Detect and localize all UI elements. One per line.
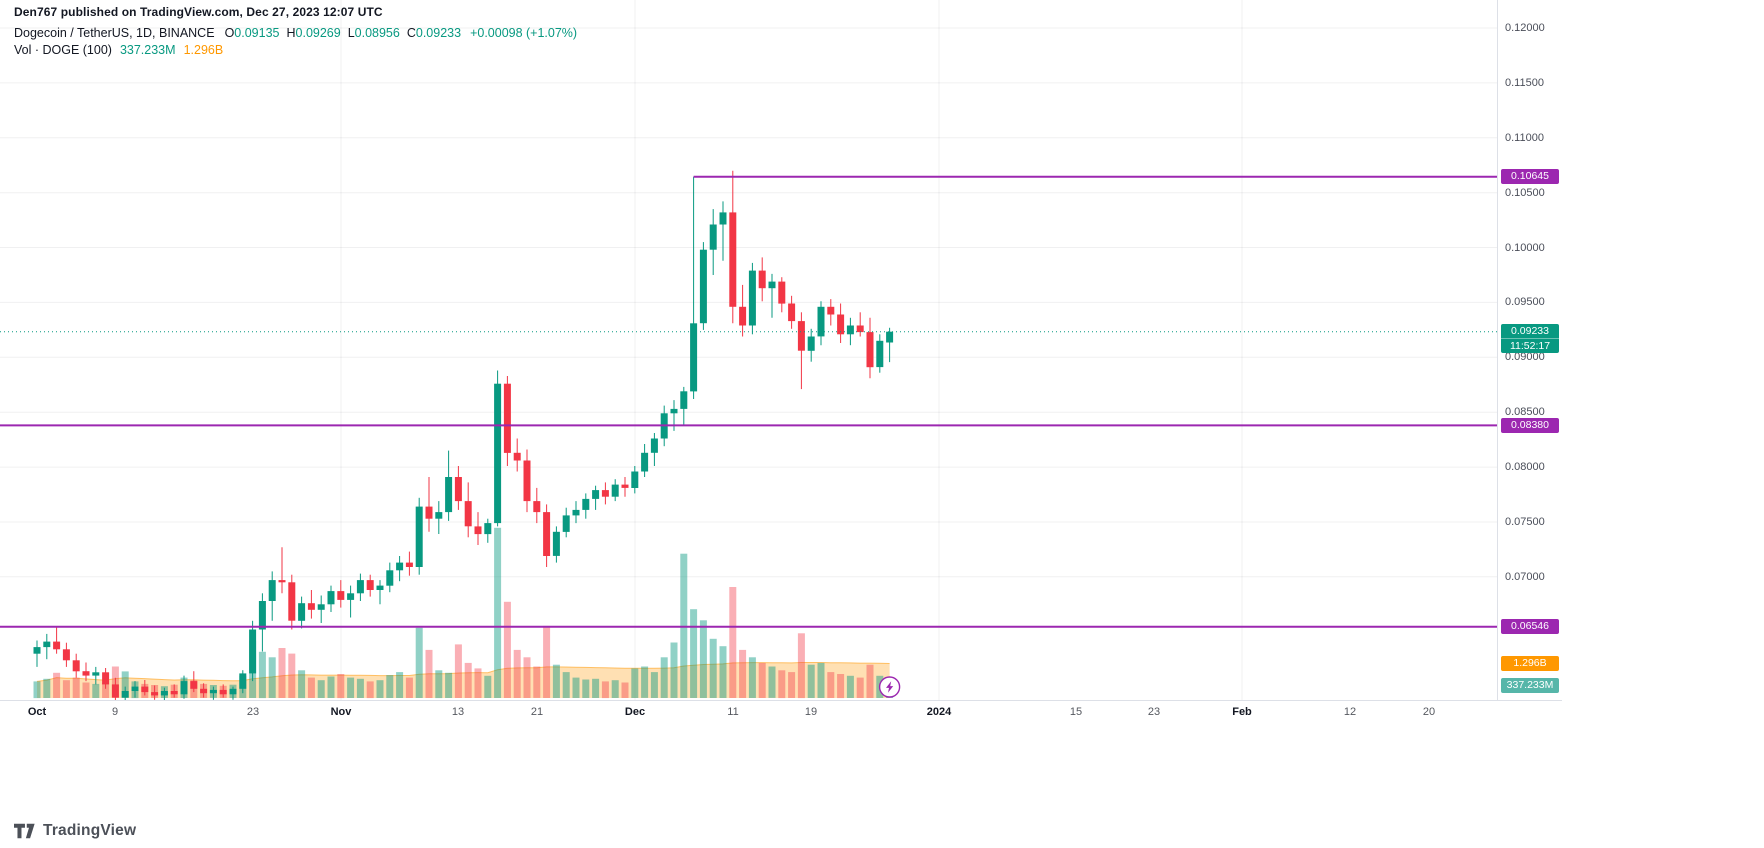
time-tick: Nov — [330, 706, 352, 718]
ohlc-item: O0.09135 — [224, 25, 280, 40]
price-tick: 0.10000 — [1505, 241, 1545, 254]
level-price-label: 0.06546 — [1501, 619, 1559, 635]
symbol-legend-row: Dogecoin / TetherUS, 1D, BINANCE O0.0913… — [14, 24, 577, 41]
ohlc-item: H0.09269 — [286, 25, 341, 40]
brand-name: TradingView — [43, 822, 137, 839]
volume-value: 337.233M — [119, 42, 176, 57]
volume-indicator-label[interactable]: Vol · DOGE (100) — [14, 42, 112, 57]
time-tick: 13 — [451, 706, 465, 718]
time-tick: Dec — [624, 706, 646, 718]
grid — [0, 0, 1497, 700]
time-tick: 20 — [1422, 706, 1436, 718]
chart-pane[interactable] — [0, 0, 1497, 700]
price-tick: 0.11500 — [1505, 76, 1544, 89]
price-tick: 0.09000 — [1505, 351, 1545, 364]
time-tick: 12 — [1343, 706, 1357, 718]
price-change: +0.00098 (+1.07%) — [470, 25, 578, 40]
symbol-title[interactable]: Dogecoin / TetherUS, 1D, BINANCE — [14, 25, 215, 40]
price-tick: 0.12000 — [1505, 22, 1545, 34]
price-axis[interactable]: 0.12000 0.11500 0.11000 0.10500 0.10000 0.095… — [1497, 0, 1564, 723]
current-price-value: 0.09233 — [1501, 324, 1559, 339]
level-price-label: 0.10645 — [1501, 169, 1559, 185]
time-tick: 2024 — [926, 706, 952, 718]
price-tick: 0.11000 — [1505, 131, 1544, 144]
time-tick: 15 — [1069, 706, 1083, 718]
time-axis[interactable]: Oct 9 23 Nov 13 21 Dec 11 19 2024 15 23 Feb 12 20 — [0, 700, 1562, 725]
volume-legend-row: Vol · DOGE (100) 337.233M 1.296B — [14, 41, 577, 58]
bar-countdown: 11:52:17 — [1501, 338, 1559, 354]
time-tick: 23 — [246, 706, 260, 718]
price-tick: 0.09500 — [1505, 296, 1545, 309]
volume-ma-area — [36, 662, 890, 698]
price-tick: 0.10500 — [1505, 186, 1545, 199]
publish-info: Den767 published on TradingView.com, Dec… — [14, 5, 383, 19]
time-tick: Feb — [1232, 706, 1252, 718]
time-tick: 11 — [727, 706, 739, 718]
time-tick: 19 — [804, 706, 818, 718]
ohlc-item: L0.08956 — [347, 25, 400, 40]
time-tick: Oct — [27, 706, 47, 718]
tradingview-logo-icon — [14, 823, 35, 839]
price-tick: 0.07000 — [1505, 570, 1545, 583]
price-tick: 0.08500 — [1505, 406, 1545, 419]
time-tick: 21 — [530, 706, 544, 718]
ohlc-item: C0.09233 — [406, 25, 462, 40]
candlestick-chart — [0, 0, 1497, 700]
price-tick: 0.07500 — [1505, 515, 1545, 528]
volume-axis-label: 337.233M — [1501, 678, 1559, 694]
time-tick: 23 — [1147, 706, 1161, 718]
volume-ma-value: 1.296B — [183, 42, 224, 57]
volume-ma-axis-label: 1.296B — [1501, 656, 1559, 672]
price-tick: 0.08000 — [1505, 461, 1545, 474]
level-price-label: 0.08380 — [1501, 417, 1559, 433]
lightning-icon[interactable] — [878, 676, 901, 698]
candles — [33, 170, 894, 700]
current-price-label: 0.09233 11:52:17 — [1501, 324, 1559, 354]
time-tick: 9 — [111, 706, 119, 718]
chart-legend: Dogecoin / TetherUS, 1D, BINANCE O0.0913… — [14, 24, 577, 58]
brand-footer[interactable]: TradingView — [14, 822, 136, 840]
ohlc-values: O0.09135 H0.09269 L0.08956 C0.09233 — [225, 26, 469, 40]
